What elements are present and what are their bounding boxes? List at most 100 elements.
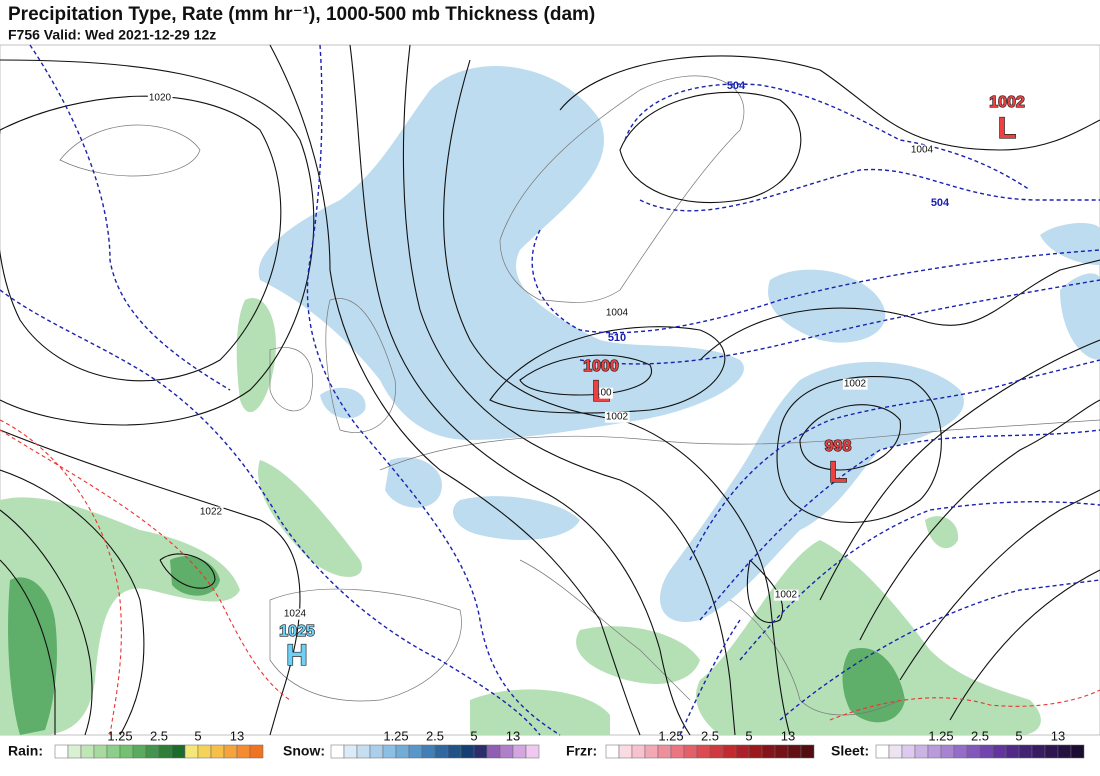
- legend-swatch: [1070, 744, 1085, 759]
- legend-swatch: [210, 744, 225, 759]
- thickness-label: 504: [727, 80, 746, 92]
- label-background: [604, 307, 630, 319]
- legend-swatch: [722, 744, 737, 759]
- legend-swatch: [223, 744, 238, 759]
- legend-tick: 2.5: [426, 728, 444, 743]
- label-background: [282, 608, 308, 620]
- isobar-label: 1004: [606, 308, 629, 319]
- isobar-label: 1002: [844, 379, 867, 390]
- thickness-label: 504: [931, 197, 950, 209]
- legend-swatch: [106, 744, 121, 759]
- label-background: [842, 378, 868, 390]
- rain-area: [696, 540, 1041, 735]
- legend-swatch: [395, 744, 410, 759]
- legend-swatch: [992, 744, 1007, 759]
- legend-swatch: [927, 744, 942, 759]
- legend-swatch: [473, 744, 488, 759]
- legend-tick: 5: [470, 728, 477, 743]
- pressure-symbol: L: [998, 112, 1016, 145]
- legend-swatch: [369, 744, 384, 759]
- legend-tick: 5: [1015, 728, 1022, 743]
- isobar-label: 00: [600, 388, 612, 399]
- legend-swatch: [709, 744, 724, 759]
- legend-name: Rain:: [8, 743, 43, 759]
- legend-swatch: [184, 744, 199, 759]
- coastline: [325, 298, 396, 433]
- legend-tick: 13: [506, 728, 520, 743]
- freezing-line: [0, 429, 291, 701]
- legend-swatch: [966, 744, 981, 759]
- legend-swatch: [618, 744, 633, 759]
- isobar-label: 1020: [149, 93, 172, 104]
- rain-area-heavy: [8, 577, 57, 735]
- label-background: [909, 144, 935, 156]
- legend-swatch: [901, 744, 916, 759]
- legend-swatch: [197, 744, 212, 759]
- legend-swatch: [171, 744, 186, 759]
- legend-swatch: [888, 744, 903, 759]
- legend-tick: 1.25: [658, 728, 683, 743]
- legend-swatch: [499, 744, 514, 759]
- legend-swatch: [696, 744, 711, 759]
- label-background: [147, 92, 173, 104]
- legend-tick: 13: [1051, 728, 1065, 743]
- pressure-value: 1025: [279, 623, 315, 640]
- legend-tick: 5: [745, 728, 752, 743]
- rain-area: [925, 516, 959, 549]
- title: Precipitation Type, Rate (mm hr⁻¹), 1000…: [8, 4, 595, 25]
- legend-tick: 2.5: [701, 728, 719, 743]
- legend-swatch: [940, 744, 955, 759]
- coastline: [519, 559, 691, 701]
- freezing-line: [0, 419, 122, 736]
- rain-area-heavy: [170, 556, 220, 596]
- legend-swatch: [119, 744, 134, 759]
- snow-area: [1040, 223, 1100, 265]
- coastline: [269, 588, 462, 702]
- legend-swatch: [408, 744, 423, 759]
- legend-tick: 13: [781, 728, 795, 743]
- legend-swatch: [486, 744, 501, 759]
- legend-swatch: [657, 744, 672, 759]
- legend-swatch: [683, 744, 698, 759]
- snow-area: [1060, 273, 1100, 360]
- thickness-label: 510: [608, 332, 626, 344]
- coastline: [269, 347, 313, 412]
- legend-tick: 1.25: [928, 728, 953, 743]
- legend-swatch: [1044, 744, 1059, 759]
- legend-swatch: [525, 744, 540, 759]
- legend-swatch: [644, 744, 659, 759]
- legend-name: Sleet:: [831, 743, 869, 759]
- legend-swatch: [748, 744, 763, 759]
- rain-area: [470, 689, 610, 735]
- freezing-line: [829, 689, 1100, 721]
- legend-swatch: [145, 744, 160, 759]
- legend-swatch: [774, 744, 789, 759]
- legend: Rain: 1.25 2.5 5 13 Snow: 1.25 2.5 5 13 Frzr: 1.25 2…: [0, 728, 1100, 771]
- isobar-label: 1024: [284, 609, 307, 620]
- legend-swatch: [132, 744, 147, 759]
- legend-swatch: [800, 744, 815, 759]
- isobar-label: 1002: [606, 412, 629, 423]
- legend-tick: 13: [230, 728, 244, 743]
- rain-area: [258, 460, 362, 577]
- label-background: [604, 411, 630, 423]
- legend-tick: 2.5: [971, 728, 989, 743]
- legend-swatch: [953, 744, 968, 759]
- legend-swatch: [158, 744, 173, 759]
- legend-swatch: [735, 744, 750, 759]
- coastline: [379, 419, 1100, 471]
- legend-swatch: [382, 744, 397, 759]
- legend-swatch: [67, 744, 82, 759]
- snow-area: [452, 496, 580, 540]
- legend-swatch: [761, 744, 776, 759]
- map: [0, 44, 1100, 736]
- legend-swatch: [236, 744, 251, 759]
- legend-swatch: [670, 744, 685, 759]
- isobar-label: 1004: [911, 145, 934, 156]
- legend-swatch: [787, 744, 802, 759]
- legend-swatch: [1018, 744, 1033, 759]
- legend-swatch: [356, 744, 371, 759]
- legend-swatch: [460, 744, 475, 759]
- pressure-value: 1000: [583, 358, 619, 375]
